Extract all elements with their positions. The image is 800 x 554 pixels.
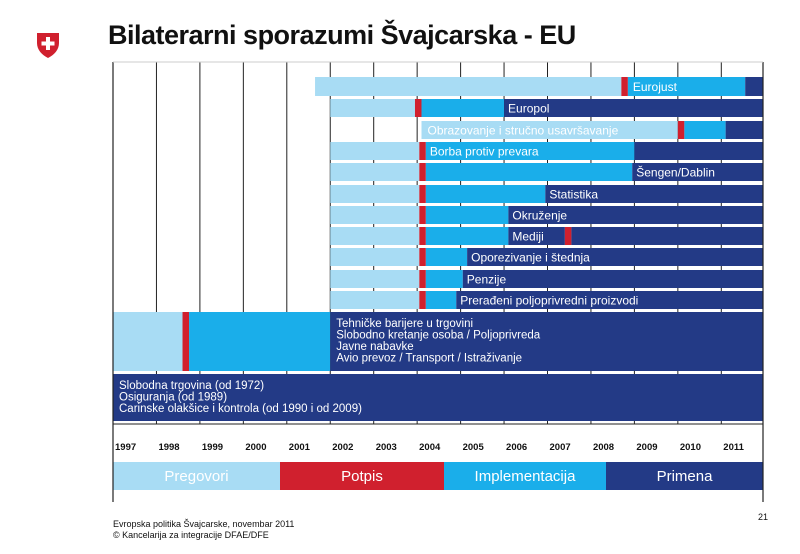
agreement-label: Statistika xyxy=(549,188,598,202)
bar-segment-primena xyxy=(571,227,763,245)
bar-segment-primena xyxy=(113,374,763,421)
bar-segment-primena xyxy=(462,270,763,288)
agreement-label: Osiguranja (od 1989) xyxy=(119,392,227,404)
bar-segment-implementacija xyxy=(189,312,331,371)
bar-segment-primena xyxy=(634,142,763,160)
bar-segment-potpis xyxy=(419,163,426,181)
bar-segment-implementacija xyxy=(425,142,635,160)
year-tick-label: 2008 xyxy=(593,442,614,453)
bar-segment-pregovori xyxy=(330,227,420,245)
bar-segment-implementacija xyxy=(425,248,468,266)
agreement-label: Prerađeni poljoprivredni proizvodi xyxy=(460,294,638,308)
year-tick-label: 1998 xyxy=(158,442,179,453)
agreement-label: Tehničke barijere u trgovini xyxy=(336,318,473,330)
bar-segment-implementacija xyxy=(425,291,457,309)
bar-segment-pregovori xyxy=(315,77,622,96)
agreement-label: Slobodno kretanje osoba / Poljoprivreda xyxy=(336,330,541,342)
bar-segment-pregovori xyxy=(421,121,678,139)
year-tick-label: 2011 xyxy=(723,442,744,453)
bar-segment-pregovori xyxy=(330,248,420,266)
year-tick-label: 1997 xyxy=(115,442,136,453)
agreement-label: Oporezivanje i štednja xyxy=(471,251,590,265)
year-tick-label: 1999 xyxy=(202,442,223,453)
bar-segment-implementacija xyxy=(425,206,509,224)
year-tick-label: 2004 xyxy=(419,442,441,453)
year-tick-label: 2001 xyxy=(289,442,311,453)
bar-segment-pregovori xyxy=(113,312,183,371)
year-strip xyxy=(113,424,763,462)
page-title: Bilaterarni sporazumi Švajcarska - EU xyxy=(108,20,576,50)
bar-segment-implementacija xyxy=(425,227,509,245)
bar-segment-primena xyxy=(456,291,763,309)
year-tick-label: 2006 xyxy=(506,442,527,453)
agreement-label: Penzije xyxy=(467,273,507,287)
year-tick-label: 2003 xyxy=(376,442,397,453)
agreement-label: Eurojust xyxy=(633,80,678,94)
bar-segment-pregovori xyxy=(330,185,420,203)
footer-copyright: © Kancelarija za integracije DFAE/DFE xyxy=(113,530,269,540)
legend-label: Implementacija xyxy=(475,468,577,485)
bar-segment-primena xyxy=(504,99,763,117)
bar-segment-primena xyxy=(632,163,763,181)
bar-segment-primena xyxy=(508,206,763,224)
legend-pregovori xyxy=(113,462,280,490)
legend-potpis xyxy=(280,462,444,490)
bar-segment-pregovori xyxy=(330,270,420,288)
agreement-label: Europol xyxy=(508,102,549,116)
bar-segment-pregovori xyxy=(330,206,420,224)
agreement-label: Mediji xyxy=(512,230,543,244)
legend-label: Potpis xyxy=(341,468,383,485)
bar-segment-implementacija xyxy=(425,163,633,181)
bar-segment-implementacija xyxy=(627,77,746,96)
agreement-label: Obrazovanje i stručno usavršavanje xyxy=(427,124,618,138)
bar-segment-potpis xyxy=(419,248,426,266)
bar-segment-implementacija xyxy=(425,185,546,203)
bar-segment-primena xyxy=(467,248,763,266)
legend-implementacija xyxy=(444,462,606,490)
bar-segment-potpis xyxy=(677,121,685,139)
bar-segment-potpis xyxy=(621,77,628,96)
agreement-label: Šengen/Dablin xyxy=(636,165,715,180)
bar-segment-primena xyxy=(330,312,763,371)
year-tick-label: 2007 xyxy=(550,442,571,453)
swiss-cross-horizontal xyxy=(41,41,55,46)
agreement-label: Javne nabavke xyxy=(336,341,413,353)
bar-segment-pregovori xyxy=(330,163,420,181)
bar-segment-primena xyxy=(545,185,763,203)
legend-label: Pregovori xyxy=(164,468,228,485)
year-tick-label: 2009 xyxy=(636,442,657,453)
legend-label: Primena xyxy=(657,468,714,485)
agreement-label: Okruženje xyxy=(512,209,567,223)
bar-segment-potpis xyxy=(419,227,426,245)
bar-segment-implementacija xyxy=(421,99,505,117)
agreement-label: Slobodna trgovina (od 1972) xyxy=(119,380,264,392)
bar-segment-primena xyxy=(745,77,763,96)
year-tick-label: 2002 xyxy=(332,442,353,453)
bar-segment-pregovori xyxy=(330,142,420,160)
bar-segment-potpis xyxy=(414,99,422,117)
year-tick-label: 2005 xyxy=(463,442,485,453)
agreement-label: Carinske olakšice i kontrola (od 1990 i … xyxy=(119,403,362,415)
bar-segment-potpis xyxy=(419,291,426,309)
page-number: 21 xyxy=(758,512,769,522)
footer-source: Evropska politika Švajcarske, novembar 2… xyxy=(113,519,295,529)
bar-segment-potpis xyxy=(419,270,426,288)
year-tick-label: 2010 xyxy=(680,442,701,453)
agreement-label: Avio prevoz / Transport / Istraživanje xyxy=(336,353,522,365)
bar-segment-pregovori xyxy=(330,291,420,309)
year-tick-label: 2000 xyxy=(245,442,266,453)
bar-segment-potpis xyxy=(419,142,426,160)
agreement-label: Borba protiv prevara xyxy=(430,145,539,159)
bar-segment-primena xyxy=(725,121,763,139)
legend-primena xyxy=(606,462,763,490)
bar-segment-pregovori xyxy=(330,99,415,117)
bar-segment-potpis xyxy=(419,185,426,203)
bar-segment-potpis xyxy=(564,227,572,245)
bar-segment-implementacija xyxy=(684,121,726,139)
bar-segment-implementacija xyxy=(425,270,463,288)
bar-segment-primena xyxy=(508,227,565,245)
bar-segment-potpis xyxy=(419,206,426,224)
bar-segment-potpis xyxy=(182,312,190,371)
